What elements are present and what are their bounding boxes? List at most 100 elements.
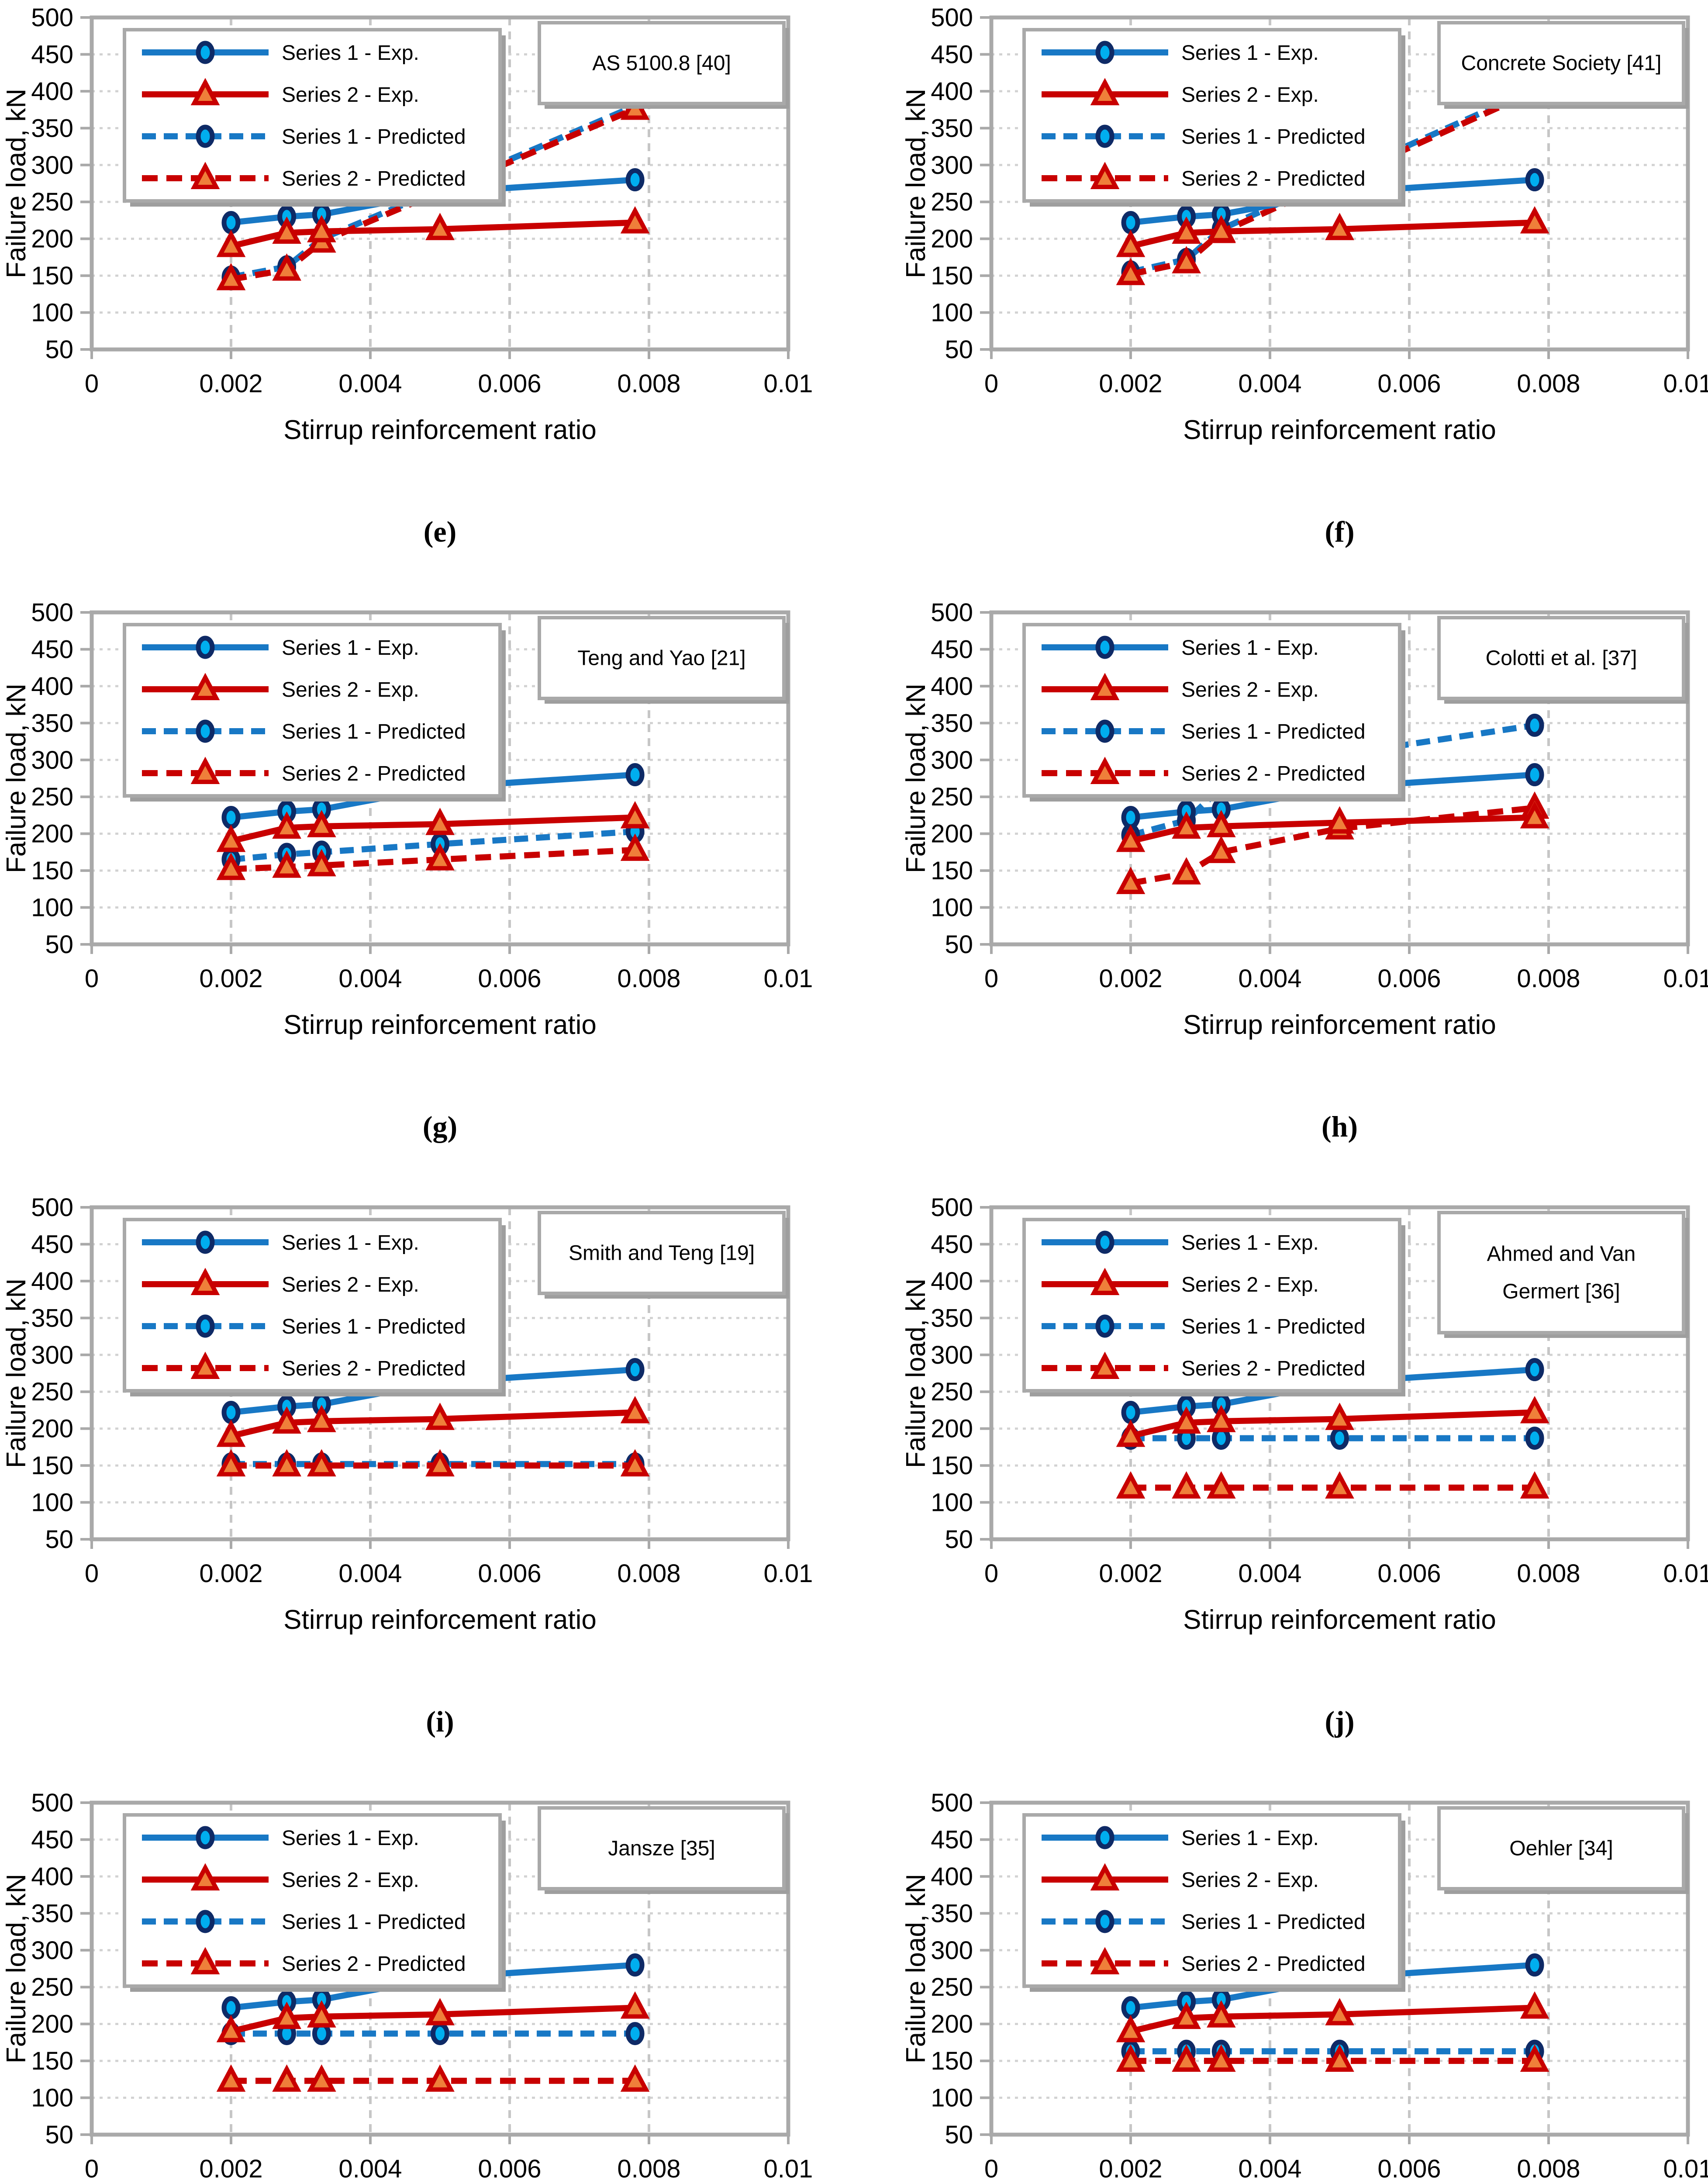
triangle-marker [1116, 1419, 1146, 1447]
triangle-marker [1207, 2000, 1236, 2028]
x-tick-label: 0 [984, 1559, 998, 1588]
y-tick-label: 100 [31, 299, 73, 327]
title-box: Oehler [34] [1437, 1806, 1689, 1894]
y-tick-label: 350 [31, 1899, 73, 1928]
circle-marker [196, 1826, 215, 1849]
y-tick-label: 200 [31, 1415, 73, 1443]
y-tick-label: 150 [31, 857, 73, 885]
chart-panel-g: 50 100 150 200 250 300 350 400 450 500 0 0.002 0.004… [0, 595, 854, 1190]
triangle-marker [1172, 857, 1201, 885]
circle-marker [1525, 763, 1544, 787]
x-axis-title: Stirrup reinforcement ratio [1183, 1010, 1496, 1040]
legend-label: Series 1 - Exp. [282, 636, 419, 660]
triangle-marker [620, 206, 650, 234]
triangle-marker [307, 849, 336, 877]
circle-marker [221, 211, 241, 235]
legend-label: Series 2 - Predicted [1181, 762, 1366, 785]
y-tick-label: 200 [31, 2010, 73, 2039]
x-tick-label: 0.004 [1238, 370, 1301, 398]
series-series-2-exp [216, 1991, 650, 2042]
chart-h-svg: 50 100 150 200 250 300 350 400 450 500 0 0.002 0.004… [901, 598, 1708, 1040]
x-tick-label: 0.004 [1238, 964, 1301, 993]
tick-labels: 50 100 150 200 250 300 350 400 450 500 0 0.002 0.004… [31, 598, 813, 993]
chart-panel-i: 50 100 150 200 250 300 350 400 450 500 0 0.002 0.004… [0, 1190, 854, 1785]
triangle-marker [190, 757, 220, 784]
x-tick-label: 0 [984, 2155, 998, 2183]
triangle-marker [1090, 1268, 1120, 1295]
x-tick-label: 0.01 [764, 964, 813, 993]
y-tick-label: 500 [31, 3, 73, 32]
circle-marker [1525, 1358, 1544, 1382]
y-tick-label: 50 [945, 335, 973, 364]
y-tick-label: 350 [31, 1304, 73, 1332]
triangle-marker [620, 1449, 650, 1477]
x-tick-label: 0.006 [478, 1559, 541, 1588]
circle-marker [625, 1358, 645, 1382]
y-tick-label: 50 [945, 2121, 973, 2149]
triangle-marker [620, 1991, 650, 2019]
title-box-frame [1437, 1211, 1685, 1334]
triangle-marker [1207, 215, 1236, 242]
x-axis-title: Stirrup reinforcement ratio [1183, 1605, 1496, 1635]
circle-marker [431, 2022, 449, 2046]
triangle-marker [1325, 2044, 1354, 2072]
circle-marker [1525, 1953, 1544, 1977]
x-tick-label: 0.006 [1377, 370, 1441, 398]
chart-title: Jansze [35] [608, 1837, 715, 1860]
y-tick-label: 300 [931, 151, 973, 180]
chart-panel-k: 50 100 150 200 250 300 350 400 450 500 0 0.002 0.004… [0, 1785, 854, 2184]
legend-label: Series 2 - Predicted [282, 1952, 466, 1976]
legend-label: Series 1 - Exp. [1181, 41, 1319, 65]
legend-label: Series 2 - Exp. [1181, 678, 1319, 702]
triangle-marker [272, 850, 301, 878]
circle-marker [1095, 1314, 1115, 1338]
tick-labels: 50 100 150 200 250 300 350 400 450 500 0 0.002 0.004… [931, 598, 1708, 993]
circle-marker [1095, 1230, 1115, 1254]
plot-frame [989, 610, 1690, 947]
y-tick-label: 450 [931, 40, 973, 69]
y-tick-label: 200 [31, 225, 73, 253]
triangle-marker [1520, 1396, 1549, 1424]
circle-marker [625, 2022, 645, 2046]
tick-labels: 50 100 150 200 250 300 350 400 450 500 0 0.002 0.004… [31, 3, 813, 398]
tick-labels: 50 100 150 200 250 300 350 400 450 500 0 0.002 0.004… [31, 1789, 813, 2183]
circle-marker [1095, 41, 1115, 64]
chart-title: Ahmed and Van [1487, 1243, 1636, 1266]
tick-labels: 50 100 150 200 250 300 350 400 450 500 0 0.002 0.004… [931, 1789, 1708, 2183]
circle-marker [196, 719, 215, 743]
y-tick-label: 250 [931, 1378, 973, 1406]
legend: Series 1 - Exp. Series 2 - Exp. Series 1 -… [1022, 28, 1405, 207]
triangle-marker [1116, 867, 1146, 894]
y-tick-label: 150 [931, 1451, 973, 1480]
triangle-marker [216, 1419, 246, 1447]
legend: Series 1 - Exp. Series 2 - Exp. Series 1 -… [123, 1813, 506, 1992]
circle-marker [1525, 713, 1544, 737]
x-tick-label: 0.008 [617, 1559, 680, 1588]
triangle-marker [307, 215, 336, 242]
y-tick-label: 350 [31, 114, 73, 142]
triangle-marker [190, 1863, 220, 1890]
panel-letter-j: (j) [1325, 1705, 1355, 1738]
legend: Series 1 - Exp. Series 2 - Exp. Series 1 -… [1022, 1218, 1405, 1396]
x-tick-label: 0.002 [1099, 2155, 1162, 2183]
legend-label: Series 1 - Predicted [1181, 125, 1366, 149]
legend-label: Series 1 - Exp. [282, 1231, 419, 1254]
x-tick-label: 0.004 [338, 370, 402, 398]
y-tick-label: 50 [45, 2121, 73, 2149]
triangle-marker [1207, 836, 1236, 863]
chart-e-svg: 50 100 150 200 250 300 350 400 450 500 0 0.002 0.004… [1, 3, 813, 445]
legend-label: Series 1 - Exp. [282, 1827, 419, 1850]
legend-label: Series 1 - Exp. [1181, 636, 1319, 660]
y-tick-label: 350 [931, 114, 973, 142]
triangle-marker [307, 2064, 336, 2092]
y-tick-label: 350 [31, 709, 73, 737]
triangle-marker [425, 843, 455, 871]
chart-l-svg: 50 100 150 200 250 300 350 400 450 500 0 0.002 0.004… [901, 1789, 1708, 2183]
triangle-marker [1090, 673, 1120, 700]
y-tick-label: 50 [45, 930, 73, 959]
y-tick-label: 400 [31, 672, 73, 701]
chart-panel-e: 50 100 150 200 250 300 350 400 450 500 0 0.002 0.004… [0, 0, 854, 595]
y-tick-label: 450 [931, 1230, 973, 1258]
title-box: Colotti et al. [37] [1437, 616, 1689, 704]
y-tick-label: 100 [31, 1489, 73, 1517]
